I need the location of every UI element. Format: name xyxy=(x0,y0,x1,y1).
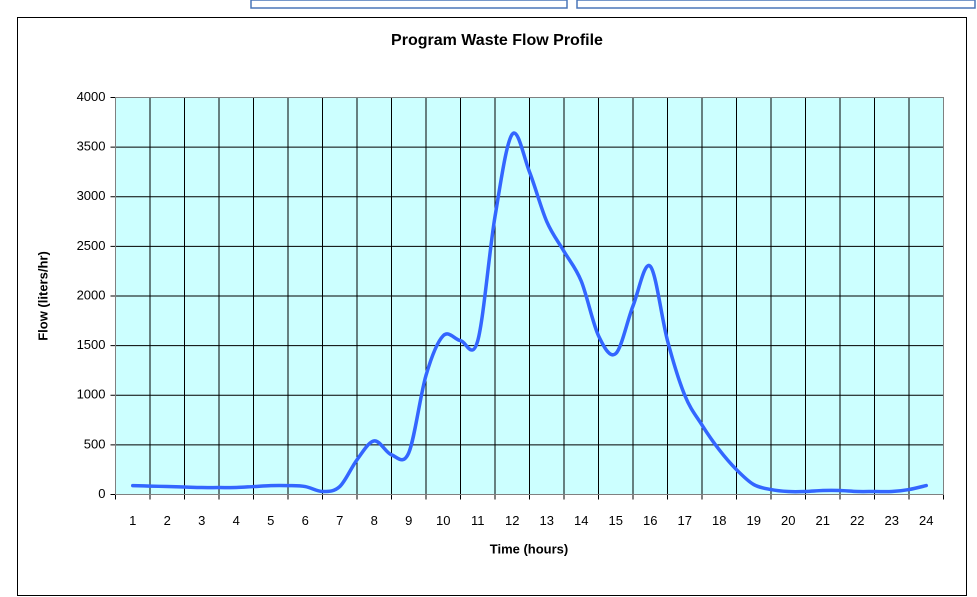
x-tick-label: 6 xyxy=(302,513,309,528)
chart-title: Program Waste Flow Profile xyxy=(391,32,603,49)
y-tick-label: 500 xyxy=(84,436,106,451)
x-tick-label: 1 xyxy=(129,513,136,528)
x-tick-label: 14 xyxy=(574,513,588,528)
x-tick-label: 12 xyxy=(505,513,519,528)
x-tick-label: 20 xyxy=(781,513,795,528)
y-tick-label: 2000 xyxy=(77,287,106,302)
y-axis-title: Flow (liters/hr) xyxy=(35,251,50,341)
toolbar-box xyxy=(576,0,976,9)
x-tick-label: 15 xyxy=(609,513,623,528)
x-tick-label: 22 xyxy=(850,513,864,528)
x-tick-label: 2 xyxy=(164,513,171,528)
x-tick-label: 13 xyxy=(540,513,554,528)
y-tick-label: 1500 xyxy=(77,337,106,352)
plot-border xyxy=(115,97,944,495)
x-tick-label: 17 xyxy=(678,513,692,528)
x-tick-label: 8 xyxy=(371,513,378,528)
x-tick-label: 18 xyxy=(712,513,726,528)
x-tick-label: 3 xyxy=(198,513,205,528)
x-tick-label: 11 xyxy=(471,513,485,528)
y-tick-label: 2500 xyxy=(77,238,106,253)
flow-line xyxy=(131,131,928,494)
x-tick-label: 5 xyxy=(267,513,274,528)
x-axis-title: Time (hours) xyxy=(490,541,569,556)
x-tick-label: 7 xyxy=(336,513,343,528)
y-tick-label: 3000 xyxy=(77,188,106,203)
x-tick-label: 19 xyxy=(747,513,761,528)
x-tick-label: 4 xyxy=(233,513,240,528)
x-tick-label: 21 xyxy=(816,513,830,528)
x-tick-label: 24 xyxy=(919,513,933,528)
y-tick-label: 4000 xyxy=(77,89,106,104)
x-tick-label: 16 xyxy=(643,513,657,528)
y-tick-label: 0 xyxy=(98,486,105,501)
x-tick-label: 9 xyxy=(405,513,412,528)
y-tick-label: 3500 xyxy=(77,139,106,154)
x-tick-label: 10 xyxy=(436,513,450,528)
toolbar-box xyxy=(250,0,568,9)
x-tick-label: 23 xyxy=(885,513,899,528)
y-tick-label: 1000 xyxy=(77,387,106,402)
